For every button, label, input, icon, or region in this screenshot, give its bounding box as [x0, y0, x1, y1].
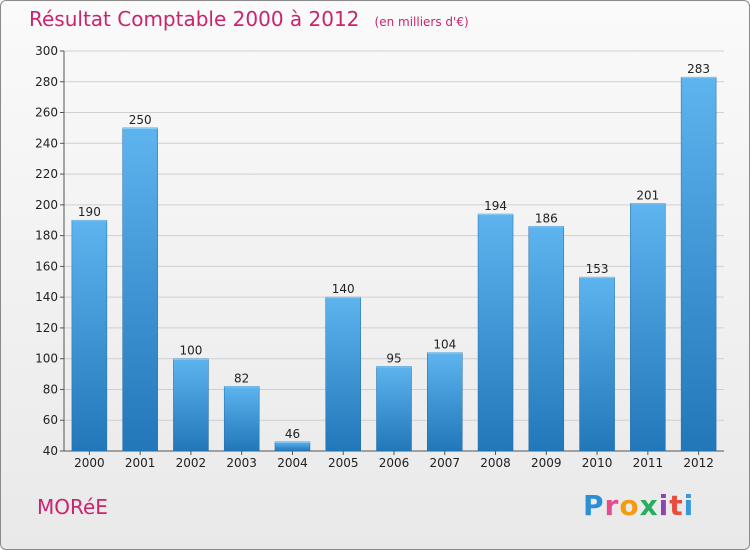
y-tick-label: 240: [35, 136, 58, 150]
y-tick-label: 120: [35, 321, 58, 335]
x-tick-label: 2005: [328, 456, 359, 470]
bar-value-label: 104: [433, 338, 456, 352]
y-tick-label: 160: [35, 259, 58, 273]
bar: [122, 127, 158, 452]
x-tick-label: 2004: [277, 456, 308, 470]
y-tick-label: 140: [35, 290, 58, 304]
x-tick-label: 2007: [429, 456, 460, 470]
bar: [71, 219, 108, 452]
bar-value-label: 186: [535, 211, 558, 225]
x-tick-label: 2011: [633, 456, 664, 470]
y-tick-label: 80: [43, 382, 58, 396]
logo-letter: P: [583, 489, 605, 522]
bar-value-label: 82: [234, 371, 249, 385]
logo-letter: i: [658, 489, 670, 522]
y-tick-label: 280: [35, 75, 58, 89]
y-tick-label: 40: [43, 444, 58, 458]
bar-value-label: 283: [687, 62, 710, 76]
bar-value-label: 250: [129, 113, 152, 127]
bar-value-label: 153: [586, 262, 609, 276]
chart-title-text: Résultat Comptable 2000 à 2012: [29, 7, 360, 31]
bar-value-label: 194: [484, 199, 507, 213]
x-tick-label: 2012: [683, 456, 714, 470]
x-tick-label: 2006: [379, 456, 410, 470]
bar-value-label: 100: [179, 344, 202, 358]
bar-value-label: 201: [636, 188, 659, 202]
bar: [528, 226, 565, 452]
bar: [173, 358, 209, 452]
bar: [477, 213, 514, 452]
bar-value-label: 95: [386, 351, 401, 365]
bar: [680, 76, 717, 452]
town-name: MORéE: [37, 495, 108, 519]
x-tick-label: 2002: [176, 456, 207, 470]
bar-value-label: 46: [285, 427, 300, 441]
x-tick-label: 2010: [582, 456, 613, 470]
logo-letter: i: [683, 489, 695, 522]
bar: [579, 276, 615, 452]
x-tick-label: 2008: [480, 456, 511, 470]
bar: [274, 441, 311, 452]
y-tick-label: 100: [35, 352, 58, 366]
chart-title: Résultat Comptable 2000 à 2012 (en milli…: [29, 7, 469, 31]
bar: [376, 366, 412, 452]
logo-letter: o: [619, 489, 640, 522]
logo-letter: r: [604, 489, 620, 522]
bar: [325, 296, 361, 452]
bar: [630, 203, 666, 452]
bar: [223, 386, 260, 452]
bar-value-label: 140: [332, 282, 355, 296]
x-tick-label: 2003: [226, 456, 257, 470]
y-tick-label: 300: [35, 44, 58, 58]
bar-value-label: 190: [78, 205, 101, 219]
chart-unit-label: (en milliers d'€): [374, 15, 469, 29]
logo-letter: x: [639, 489, 659, 522]
x-tick-label: 2000: [74, 456, 105, 470]
y-tick-label: 200: [35, 198, 58, 212]
y-tick-label: 180: [35, 229, 58, 243]
x-tick-label: 2001: [125, 456, 156, 470]
y-tick-label: 220: [35, 167, 58, 181]
logo-letter: t: [669, 489, 684, 522]
bar: [427, 352, 463, 452]
proxiti-logo: Proxiti: [583, 489, 694, 522]
y-tick-label: 60: [43, 413, 58, 427]
y-tick-label: 260: [35, 106, 58, 120]
x-tick-label: 2009: [531, 456, 562, 470]
